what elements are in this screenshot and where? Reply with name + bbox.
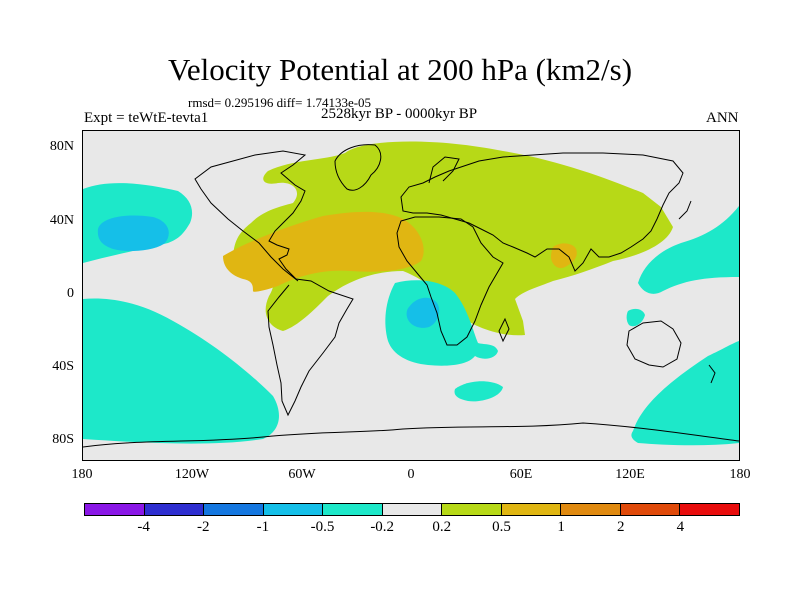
colorbar-label: 4 (676, 519, 685, 535)
region-bay-of-bengal-spot (551, 243, 577, 269)
x-tick-0: 0 (407, 467, 415, 482)
season-label: ANN (706, 110, 739, 126)
region-north-pacific-core (97, 215, 169, 251)
colorbar-swatch (561, 504, 621, 515)
coast-greenland (334, 144, 382, 191)
anomaly-shading (83, 141, 739, 446)
coast-new-zealand (708, 364, 716, 384)
coast-australia (626, 320, 682, 368)
x-tick-120e: 120E (615, 467, 645, 482)
colorbar-swatch (620, 504, 681, 515)
y-tick-0: 0 (67, 286, 74, 301)
colorbar-swatch (85, 504, 145, 515)
colorbar-swatch (501, 504, 562, 515)
colorbar-label: -0.5 (310, 519, 335, 535)
coast-south-america (267, 278, 354, 417)
x-tick-180e: 180 (729, 467, 751, 482)
map-svg (83, 131, 739, 460)
coast-japan (678, 200, 692, 220)
y-tick-40s: 40S (52, 359, 74, 374)
x-tick-60w: 60W (288, 467, 316, 482)
coast-madagascar (498, 317, 510, 343)
x-tick-120w: 120W (174, 467, 210, 482)
colorbar-swatch (263, 504, 324, 515)
region-indonesia-strip (626, 308, 645, 327)
colorbar-swatch (680, 504, 740, 515)
colorbar-swatch (442, 504, 502, 515)
stats-subtitle: rmsd= 0.295196 diff= 1.74133e-05 (188, 95, 372, 110)
region-old-world-positive (233, 141, 673, 336)
region-atlantic-africa-core (223, 211, 424, 292)
colorbar-label: 2 (616, 519, 625, 535)
colorbar (84, 503, 740, 516)
coastlines (83, 144, 739, 448)
region-southern-ocean-negative (631, 341, 739, 446)
colorbar-label: -2 (197, 519, 210, 535)
y-tick-80n: 80N (49, 139, 74, 154)
colorbar-label: -1 (256, 519, 270, 535)
coast-north-america (194, 150, 307, 282)
colorbar-swatch (323, 504, 383, 515)
colorbar-label: 0.5 (492, 519, 511, 535)
y-tick-40n: 40N (49, 213, 74, 228)
colorbar-label: 0.2 (432, 519, 452, 535)
region-south-atlantic-core (406, 297, 440, 328)
colorbar-label: 1 (557, 519, 565, 535)
colorbar-label: -0.2 (370, 519, 395, 535)
x-tick-60e: 60E (509, 467, 533, 482)
colorbar-swatch (382, 504, 443, 515)
coast-africa (396, 216, 504, 346)
y-tick-80s: 80S (52, 432, 74, 447)
period-label: 2528kyr BP - 0000kyr BP (321, 106, 478, 122)
colorbar-swatch (144, 504, 205, 515)
map-plot-area (82, 130, 740, 461)
coast-scandinavia (428, 156, 460, 184)
region-south-atlantic-negative (385, 280, 498, 366)
colorbar-swatch (204, 504, 264, 515)
x-tick-180w: 180 (71, 467, 93, 482)
region-south-indian-blob (454, 381, 503, 402)
experiment-label: Expt = teWtE-tevta1 (84, 110, 209, 126)
coast-eurasia (400, 152, 684, 272)
region-south-pacific-negative (83, 298, 279, 444)
coast-antarctica (83, 422, 739, 448)
region-west-pacific-negative (638, 206, 739, 294)
figure-title: Velocity Potential at 200 hPa (km2/s) (167, 52, 633, 87)
colorbar-label: -4 (137, 519, 150, 535)
